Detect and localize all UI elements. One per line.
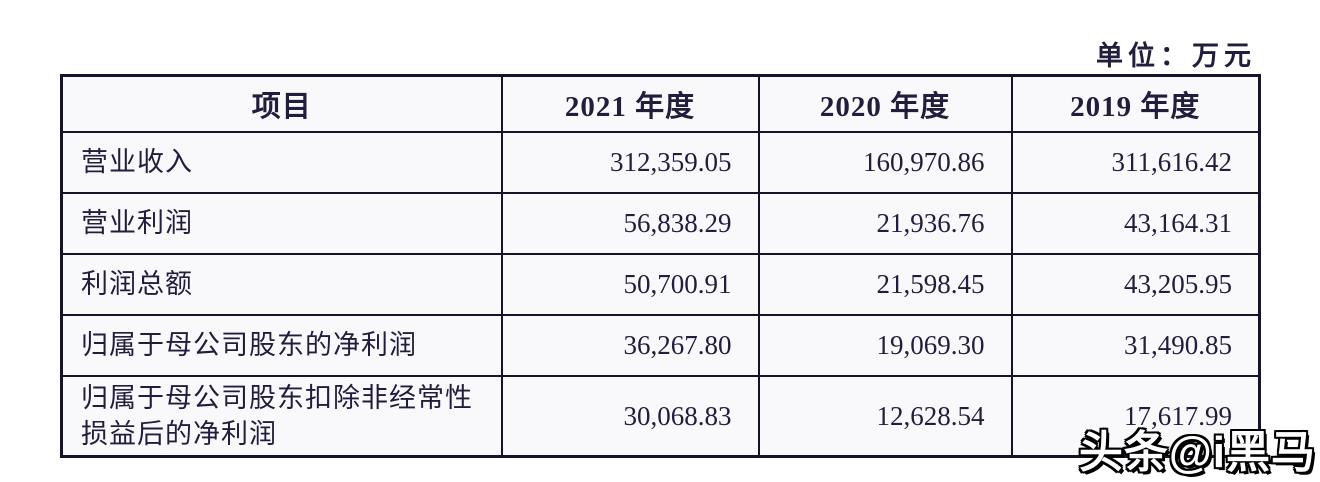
header-row: 项目 2021 年度 2020 年度 2019 年度 — [60, 74, 1261, 133]
table-row: 利润总额 50,700.91 21,598.45 43,205.95 — [60, 253, 1261, 316]
watermark: 头条@i黑马 — [1078, 428, 1316, 477]
row-value: 19,069.30 — [757, 314, 1013, 377]
row-value: 312,359.05 — [500, 131, 760, 194]
row-value: 56,838.29 — [500, 192, 760, 255]
table-row: 营业收入 312,359.05 160,970.86 311,616.42 — [60, 131, 1261, 194]
row-label: 营业收入 — [60, 131, 503, 194]
row-value: 31,490.85 — [1010, 314, 1261, 377]
row-value: 17,617.99 — [1010, 375, 1261, 458]
header-year-2021: 2021 年度 — [500, 74, 760, 133]
row-value: 311,616.42 — [1010, 131, 1261, 194]
header-item-column: 项目 — [60, 74, 503, 133]
row-label: 归属于母公司股东的净利润 — [60, 314, 503, 377]
row-value: 43,205.95 — [1010, 253, 1261, 316]
row-value: 160,970.86 — [757, 131, 1013, 194]
row-value: 36,267.80 — [500, 314, 760, 377]
table-header: 项目 2021 年度 2020 年度 2019 年度 — [60, 74, 1261, 133]
row-label: 营业利润 — [60, 192, 503, 255]
table-row: 营业利润 56,838.29 21,936.76 43,164.31 — [60, 192, 1261, 255]
row-value: 50,700.91 — [500, 253, 760, 316]
row-label: 利润总额 — [60, 253, 503, 316]
header-year-2020: 2020 年度 — [757, 74, 1013, 133]
table-row: 归属于母公司股东的净利润 36,267.80 19,069.30 31,490.85 — [60, 314, 1261, 377]
row-value: 21,598.45 — [757, 253, 1013, 316]
table-body: 营业收入 312,359.05 160,970.86 311,616.42 营业利润 56… — [60, 131, 1261, 458]
row-value: 21,936.76 — [757, 192, 1013, 255]
table-row: 归属于母公司股东扣除非经常性损益后的净利润 30,068.83 12,628.54 1… — [60, 375, 1261, 458]
row-value: 12,628.54 — [757, 375, 1013, 458]
unit-label: 单位：万元 — [1096, 41, 1256, 71]
header-year-2019: 2019 年度 — [1010, 74, 1261, 133]
row-value: 43,164.31 — [1010, 192, 1261, 255]
row-label: 归属于母公司股东扣除非经常性损益后的净利润 — [60, 375, 503, 458]
financial-summary-table: 项目 2021 年度 2020 年度 2019 年度 营业收入 312,359.0… — [60, 74, 1261, 458]
row-value: 30,068.83 — [500, 375, 760, 458]
